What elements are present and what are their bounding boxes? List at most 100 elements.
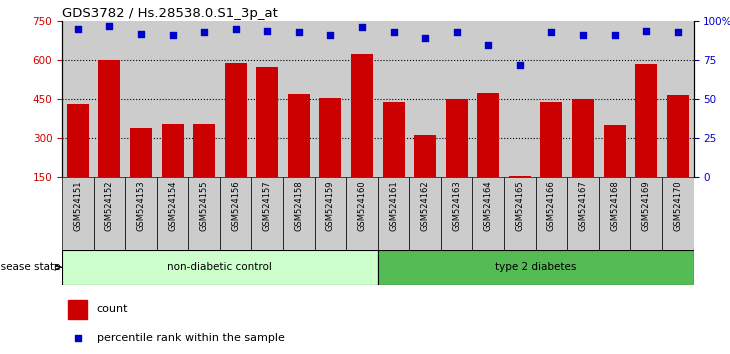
Bar (635, 64, 657, 177)
Text: GSM524159: GSM524159 (326, 181, 335, 231)
Bar (252, 177, 283, 250)
Bar (445, 99, 468, 177)
Text: disease state: disease state (0, 262, 60, 272)
Point (545, 29, 557, 35)
Point (419, 35, 431, 41)
Text: GSM524165: GSM524165 (515, 181, 524, 231)
Point (261, 28, 273, 33)
Bar (220, 177, 251, 250)
Bar (378, 177, 410, 250)
Bar (631, 21, 662, 177)
Bar (414, 136, 437, 177)
Bar (567, 21, 599, 177)
Bar (157, 177, 188, 250)
Bar (220, 21, 251, 177)
Point (356, 25, 368, 30)
Text: GSM524161: GSM524161 (389, 181, 398, 231)
Text: GSM524163: GSM524163 (452, 181, 461, 232)
Text: GSM524156: GSM524156 (231, 181, 240, 231)
Point (230, 26, 242, 32)
Point (483, 42, 494, 47)
Bar (69, 300, 88, 319)
Bar (188, 21, 220, 177)
Bar (504, 177, 536, 250)
Text: GSM524152: GSM524152 (105, 181, 114, 231)
Point (514, 62, 526, 68)
Bar (256, 67, 278, 177)
Point (388, 29, 399, 35)
Point (135, 31, 147, 36)
Bar (472, 177, 504, 250)
Bar (662, 177, 694, 250)
Bar (66, 104, 89, 177)
Bar (666, 95, 689, 177)
Point (199, 29, 210, 35)
Point (72, 26, 84, 32)
Text: GSM524168: GSM524168 (610, 181, 619, 232)
Bar (283, 21, 315, 177)
Bar (62, 250, 378, 285)
Bar (378, 250, 694, 285)
Bar (509, 176, 531, 177)
Bar (662, 21, 694, 177)
Bar (504, 21, 536, 177)
Bar (567, 177, 599, 250)
Bar (383, 102, 404, 177)
Bar (319, 98, 342, 177)
Text: GSM524160: GSM524160 (358, 181, 366, 231)
Bar (536, 177, 567, 250)
Bar (252, 21, 283, 177)
Bar (126, 177, 157, 250)
Bar (130, 128, 152, 177)
Point (325, 33, 337, 38)
Bar (99, 60, 120, 177)
Text: GSM524151: GSM524151 (73, 181, 82, 231)
Text: GDS3782 / Hs.28538.0.S1_3p_at: GDS3782 / Hs.28538.0.S1_3p_at (62, 7, 278, 20)
Text: GSM524157: GSM524157 (263, 181, 272, 231)
Point (577, 33, 589, 38)
Bar (599, 21, 631, 177)
Bar (536, 21, 567, 177)
Text: GSM524166: GSM524166 (547, 181, 556, 232)
Text: GSM524158: GSM524158 (294, 181, 304, 231)
Text: count: count (97, 304, 128, 314)
Point (451, 29, 463, 35)
Point (166, 33, 178, 38)
Bar (315, 177, 346, 250)
Bar (631, 177, 662, 250)
Bar (410, 21, 441, 177)
Text: GSM524153: GSM524153 (137, 181, 145, 231)
Bar (477, 93, 499, 177)
Text: GSM524167: GSM524167 (578, 181, 588, 232)
Bar (540, 102, 563, 177)
Bar (441, 177, 472, 250)
Point (609, 33, 620, 38)
Bar (62, 21, 93, 177)
Bar (410, 177, 441, 250)
Bar (225, 63, 247, 177)
Bar (599, 177, 631, 250)
Text: GSM524170: GSM524170 (673, 181, 683, 231)
Bar (188, 177, 220, 250)
Text: type 2 diabetes: type 2 diabetes (495, 262, 576, 272)
Bar (157, 21, 188, 177)
Bar (604, 125, 626, 177)
Bar (351, 54, 373, 177)
Bar (378, 21, 410, 177)
Text: GSM524155: GSM524155 (199, 181, 209, 231)
Bar (315, 21, 346, 177)
Bar (346, 177, 378, 250)
Text: non-diabetic control: non-diabetic control (167, 262, 272, 272)
Text: percentile rank within the sample: percentile rank within the sample (97, 333, 285, 343)
Bar (93, 177, 126, 250)
Bar (62, 177, 93, 250)
Point (293, 29, 304, 35)
Text: GSM524154: GSM524154 (168, 181, 177, 231)
Text: GSM524164: GSM524164 (484, 181, 493, 231)
Text: GSM524162: GSM524162 (420, 181, 430, 231)
Bar (126, 21, 157, 177)
Bar (288, 94, 310, 177)
Bar (572, 99, 594, 177)
Bar (93, 21, 126, 177)
Point (640, 28, 652, 33)
